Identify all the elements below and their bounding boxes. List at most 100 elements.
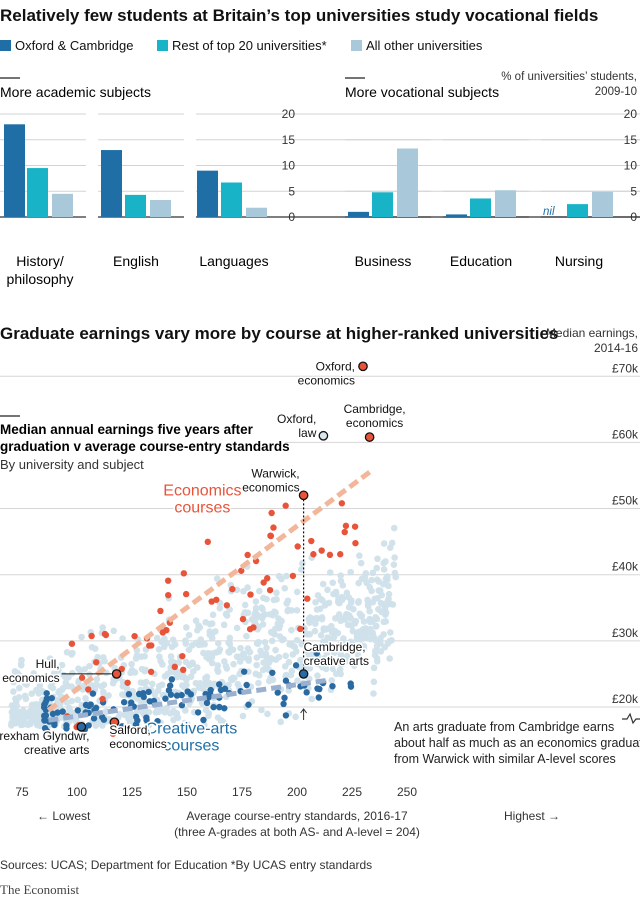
point-other-course bbox=[286, 640, 293, 648]
point-creative-arts bbox=[134, 717, 141, 724]
point-creative-arts bbox=[90, 715, 98, 722]
series-label-creative-arts-courses: courses bbox=[163, 737, 219, 754]
point-other-course bbox=[339, 615, 347, 622]
point-other-course bbox=[185, 662, 193, 669]
bar-rest-of-top-universities--2 bbox=[221, 182, 242, 217]
y-tick-label: £40k bbox=[612, 560, 639, 574]
point-economics bbox=[118, 665, 125, 673]
point-creative-arts bbox=[54, 709, 61, 716]
point-other-course bbox=[203, 681, 210, 689]
point-other-course bbox=[314, 672, 321, 679]
point-other-course bbox=[274, 620, 282, 628]
point-creative-arts bbox=[216, 703, 223, 711]
point-other-course bbox=[313, 606, 321, 613]
point-other-course bbox=[348, 622, 355, 629]
category-label: Business bbox=[355, 253, 412, 269]
point-economics bbox=[264, 575, 271, 582]
category-label: History/ bbox=[16, 253, 64, 269]
point-economics bbox=[146, 642, 153, 649]
point-other-course bbox=[183, 624, 190, 631]
point-creative-arts bbox=[221, 705, 228, 712]
point-other-course bbox=[192, 617, 200, 624]
point-other-course bbox=[44, 663, 52, 670]
point-other-course bbox=[273, 596, 280, 603]
point-other-course bbox=[187, 673, 195, 681]
point-other-course bbox=[53, 674, 61, 682]
point-other-course bbox=[377, 648, 385, 655]
point-economics bbox=[282, 502, 289, 509]
point-other-course bbox=[244, 584, 251, 591]
point-economics bbox=[179, 666, 187, 674]
bar-rest-of-top-universities--1 bbox=[125, 194, 146, 217]
point-other-course bbox=[318, 615, 326, 623]
point-other-course bbox=[267, 628, 275, 636]
x-end-label-low: ← Lowest bbox=[37, 809, 91, 823]
trend-line-creative-arts bbox=[48, 678, 326, 723]
point-other-course bbox=[99, 624, 106, 631]
point-other-course bbox=[364, 629, 372, 636]
point-other-course bbox=[383, 601, 391, 608]
point-economics bbox=[164, 577, 172, 584]
point-creative-arts bbox=[315, 694, 322, 701]
x-tick-label: 75 bbox=[15, 785, 29, 799]
point-economics bbox=[297, 625, 304, 633]
point-other-course bbox=[100, 654, 107, 661]
point-creative-arts bbox=[59, 708, 66, 715]
subtitle-backdrop bbox=[0, 421, 285, 473]
point-economics bbox=[351, 523, 359, 530]
point-other-course bbox=[37, 722, 44, 729]
point-other-course bbox=[372, 614, 379, 621]
y-tick-label: £30k bbox=[612, 626, 639, 640]
point-other-course bbox=[76, 667, 84, 674]
bar-oxford-cambridge-3 bbox=[348, 211, 369, 217]
point-other-course bbox=[92, 722, 100, 729]
point-other-course bbox=[202, 674, 209, 682]
bar-rest-of-top-universities--5 bbox=[567, 204, 588, 217]
point-other-course bbox=[364, 596, 371, 604]
point-creative-arts bbox=[281, 694, 288, 702]
point-other-course bbox=[347, 599, 355, 607]
point-other-course bbox=[338, 596, 346, 604]
point-creative-arts bbox=[41, 716, 48, 724]
point-other-course bbox=[198, 641, 205, 648]
point-economics bbox=[182, 590, 190, 598]
point-other-course bbox=[22, 695, 30, 703]
chart-title: Relatively few students at Britain’s top… bbox=[0, 6, 599, 25]
highlight-label: Salford, bbox=[109, 723, 150, 737]
point-creative-arts bbox=[178, 691, 185, 699]
highlight-label: economics bbox=[298, 373, 355, 387]
highlight-label: economics bbox=[346, 416, 403, 430]
point-other-course bbox=[337, 577, 345, 585]
point-other-course bbox=[86, 662, 93, 670]
point-economics bbox=[246, 625, 254, 633]
point-other-course bbox=[183, 676, 190, 684]
point-other-course bbox=[88, 643, 96, 651]
point-other-course bbox=[362, 634, 370, 642]
point-creative-arts bbox=[128, 699, 135, 706]
point-other-course bbox=[308, 695, 316, 703]
point-creative-arts bbox=[63, 722, 70, 729]
highlight-point bbox=[111, 669, 122, 679]
point-other-course bbox=[93, 675, 101, 683]
point-other-course bbox=[334, 629, 342, 637]
point-other-course bbox=[260, 659, 267, 666]
byline: By university and subject bbox=[0, 457, 144, 472]
point-other-course bbox=[372, 623, 380, 630]
point-other-course bbox=[293, 607, 301, 614]
highlight-point bbox=[298, 669, 309, 679]
x-tick-label: 150 bbox=[177, 785, 197, 799]
point-other-course bbox=[293, 636, 301, 644]
point-other-course bbox=[251, 611, 258, 619]
point-other-course bbox=[258, 614, 266, 622]
point-other-course bbox=[306, 630, 314, 638]
point-economics bbox=[308, 537, 315, 545]
point-other-course bbox=[282, 652, 290, 660]
point-other-course bbox=[384, 576, 391, 584]
point-other-course bbox=[323, 649, 331, 657]
point-creative-arts bbox=[74, 707, 82, 714]
legend-swatch-top20 bbox=[157, 40, 168, 51]
bar-rest-of-top-universities--4 bbox=[470, 198, 491, 217]
y-tick-label: £70k bbox=[612, 361, 639, 375]
bar-all-other-universities-3 bbox=[397, 148, 418, 217]
bar-chart: More academic subjects More vocational su… bbox=[0, 71, 640, 287]
